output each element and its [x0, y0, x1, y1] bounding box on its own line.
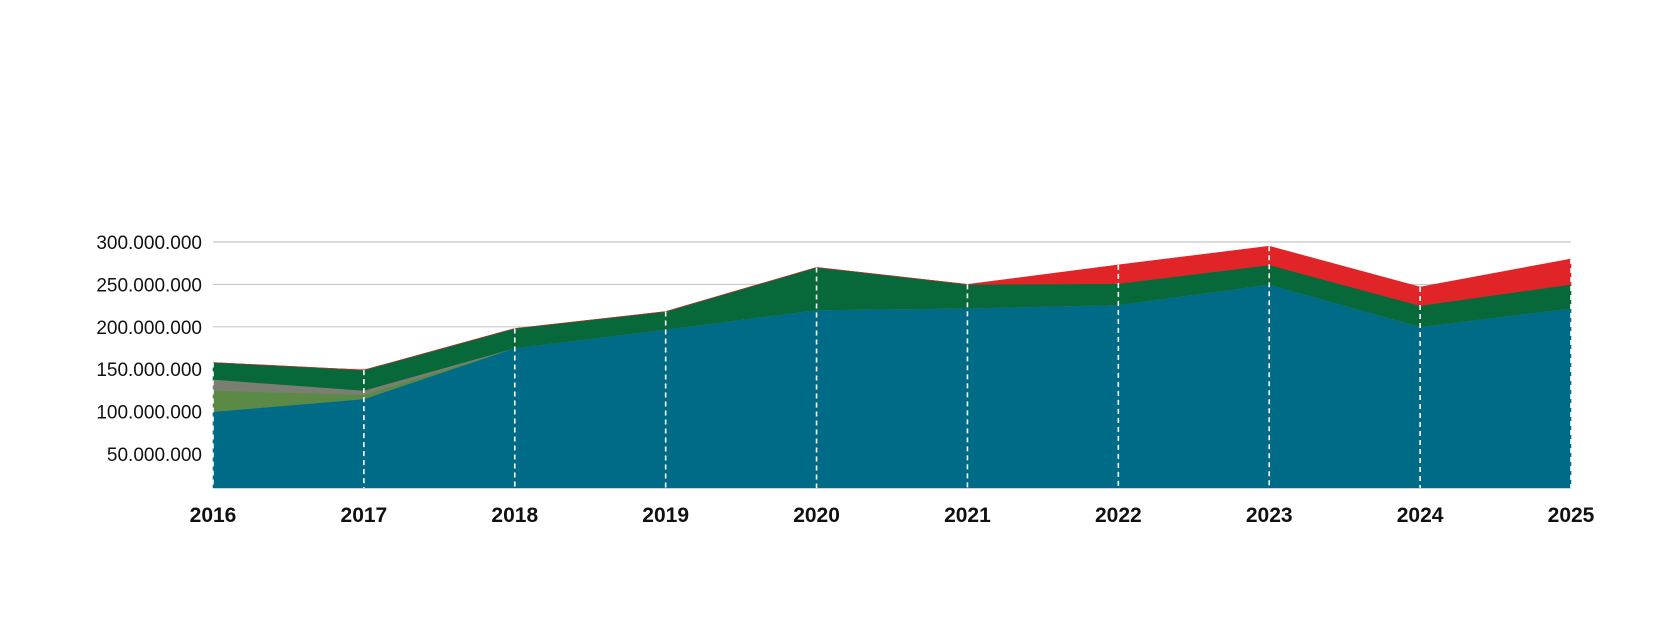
y-tick-label-5: 300.000.000 [96, 233, 202, 254]
y-tick-label-3: 200.000.000 [96, 318, 202, 339]
x-tick-label-2023: 2023 [1246, 504, 1293, 527]
x-tick-label-2022: 2022 [1095, 504, 1142, 527]
x-tick-label-2016: 2016 [190, 504, 237, 527]
y-tick-label-4: 250.000.000 [96, 275, 202, 296]
area-series-0 [212, 284, 1572, 489]
x-tick-label-2020: 2020 [793, 504, 840, 527]
x-tick-label-2018: 2018 [491, 504, 538, 527]
x-tick-label-2019: 2019 [642, 504, 689, 527]
x-tick-label-2017: 2017 [341, 504, 388, 527]
y-tick-label-0: 50.000.000 [107, 445, 202, 466]
y-tick-label-1: 100.000.000 [96, 403, 202, 424]
x-tick-label-2024: 2024 [1397, 504, 1444, 527]
x-tick-label-2025: 2025 [1548, 504, 1595, 527]
y-tick-label-2: 150.000.000 [96, 360, 202, 381]
x-tick-label-2021: 2021 [944, 504, 991, 527]
